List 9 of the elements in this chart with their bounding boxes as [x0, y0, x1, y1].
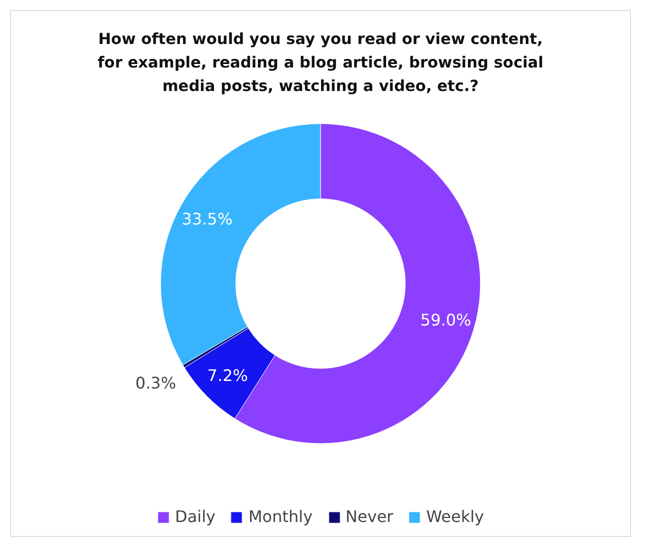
- legend-label: Daily: [175, 507, 216, 526]
- legend-label: Never: [346, 507, 394, 526]
- data-label: 59.0%: [420, 310, 472, 330]
- data-label: 33.5%: [182, 209, 233, 228]
- legend-label: Monthly: [248, 507, 313, 526]
- data-label: 7.2%: [207, 366, 248, 385]
- chart-title: How often would you say you read or view content, for example, reading a blog article, browsing social media posts, watching a video, etc.?: [98, 30, 544, 95]
- data-label: 0.3%: [135, 374, 176, 393]
- legend-label: Weekly: [426, 507, 484, 526]
